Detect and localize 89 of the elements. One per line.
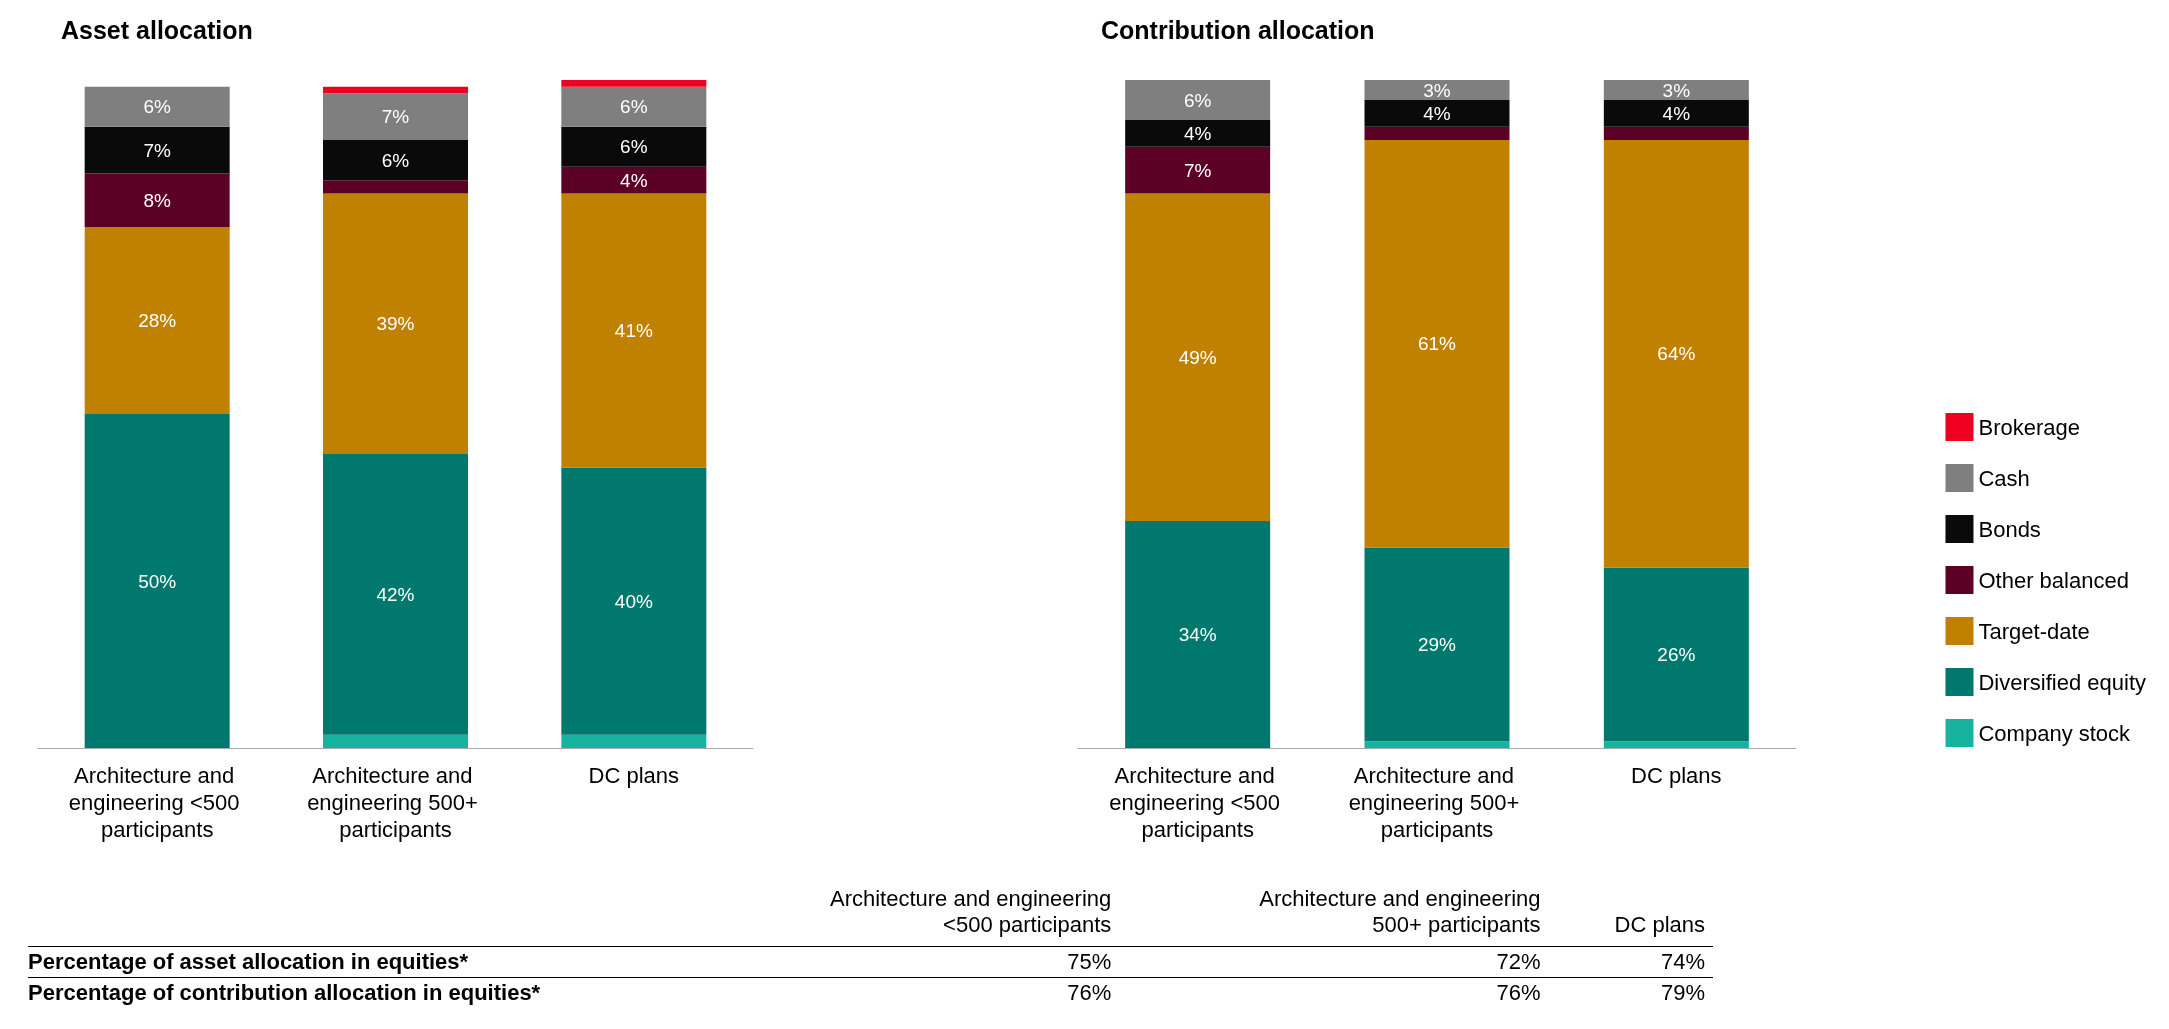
data-label: 4% — [1183, 122, 1212, 144]
bar — [561, 193, 707, 468]
data-label: 6% — [381, 149, 410, 171]
bar — [1603, 140, 1749, 568]
data-label: 8% — [143, 189, 171, 211]
bar — [1364, 100, 1510, 127]
bar — [84, 414, 230, 748]
legend-label: Cash — [1978, 465, 2030, 491]
data-label: 7% — [381, 106, 410, 128]
legend-label: Brokerage — [1978, 414, 2080, 440]
data-label: 76% — [1066, 979, 1113, 1007]
x-tick-label: Architecture and engineering <500 participants — [68, 763, 246, 842]
bar — [1125, 80, 1271, 121]
category-label: DC plans — [1613, 912, 1705, 938]
bar — [1603, 80, 1749, 101]
data-label: 6% — [1183, 89, 1212, 111]
bar — [561, 126, 707, 167]
bar — [323, 93, 468, 141]
bar — [323, 180, 468, 194]
legend-label: Other balanced — [1978, 567, 2129, 593]
data-label: 4% — [1662, 102, 1691, 124]
data-label: 6% — [620, 136, 648, 158]
data-label: 75% — [1066, 948, 1113, 976]
data-label: 6% — [620, 96, 648, 118]
bar — [1603, 741, 1749, 748]
data-label: 28% — [138, 309, 177, 331]
data-label: 39% — [376, 313, 415, 335]
data-label: 6% — [143, 96, 171, 118]
bar — [323, 86, 468, 94]
bar — [84, 226, 230, 414]
data-label: 3% — [1423, 79, 1451, 101]
bar — [561, 734, 707, 748]
x-tick-label: Architecture and engineering 500+ participants — [307, 763, 484, 842]
chart-title: Asset allocation — [61, 15, 253, 44]
data-label: 34% — [1178, 623, 1217, 645]
x-tick-label: Architecture and engineering <500 participants — [1109, 763, 1287, 842]
legend-label: Target-date — [1978, 618, 2090, 644]
data-label: 74% — [1659, 948, 1706, 976]
bar — [1603, 100, 1749, 127]
chart-title: Contribution allocation — [1101, 15, 1375, 44]
data-label: 76% — [1495, 979, 1542, 1007]
data-label: 61% — [1417, 333, 1457, 355]
text: Percentage of asset allocation in equities* — [28, 948, 470, 976]
data-label: 49% — [1178, 346, 1217, 368]
data-label: 42% — [376, 583, 415, 605]
bar — [561, 80, 707, 87]
bar — [1125, 520, 1271, 748]
bar — [1364, 126, 1510, 141]
bar — [323, 193, 468, 455]
bar — [1364, 140, 1510, 548]
data-label: 29% — [1417, 633, 1457, 655]
bar — [323, 140, 468, 181]
data-label: 41% — [614, 320, 653, 341]
category-label: Architecture and engineering <500 participants — [828, 886, 1112, 938]
text: Percentage of contribution allocation in equities* — [28, 979, 542, 1007]
data-label: 72% — [1495, 948, 1542, 976]
bar — [1603, 567, 1749, 742]
bar — [1364, 741, 1510, 748]
legend-label: Bonds — [1978, 516, 2041, 542]
bar — [1364, 80, 1510, 101]
legend-label: Diversified equity — [1978, 669, 2146, 695]
data-label: 50% — [138, 570, 177, 592]
bar — [561, 467, 707, 735]
bar — [1125, 193, 1271, 521]
bar — [323, 454, 468, 735]
data-label: 40% — [614, 590, 653, 612]
data-label: 26% — [1657, 643, 1696, 665]
bar — [84, 173, 230, 227]
data-label: 3% — [1662, 79, 1691, 101]
bar — [561, 86, 707, 127]
x-tick-label: DC plans — [1631, 763, 1722, 788]
x-tick-label: DC plans — [588, 763, 680, 788]
data-label: 79% — [1659, 979, 1706, 1007]
bar — [1603, 126, 1749, 141]
x-tick-label: Architecture and engineering 500+ participants — [1348, 763, 1526, 842]
bar — [323, 734, 468, 748]
data-label: 7% — [1183, 159, 1212, 181]
bar — [1364, 547, 1510, 742]
bar — [1125, 146, 1271, 194]
bar — [561, 166, 707, 194]
data-label: 64% — [1657, 343, 1696, 365]
bar — [1125, 120, 1271, 147]
category-label: Architecture and engineering 500+ participants — [1258, 886, 1541, 938]
data-label: 4% — [620, 169, 648, 191]
bar — [84, 86, 230, 127]
legend-label: Company stock — [1978, 720, 2132, 746]
data-label: 4% — [1423, 102, 1451, 124]
bar — [84, 126, 230, 174]
data-label: 7% — [143, 139, 171, 161]
